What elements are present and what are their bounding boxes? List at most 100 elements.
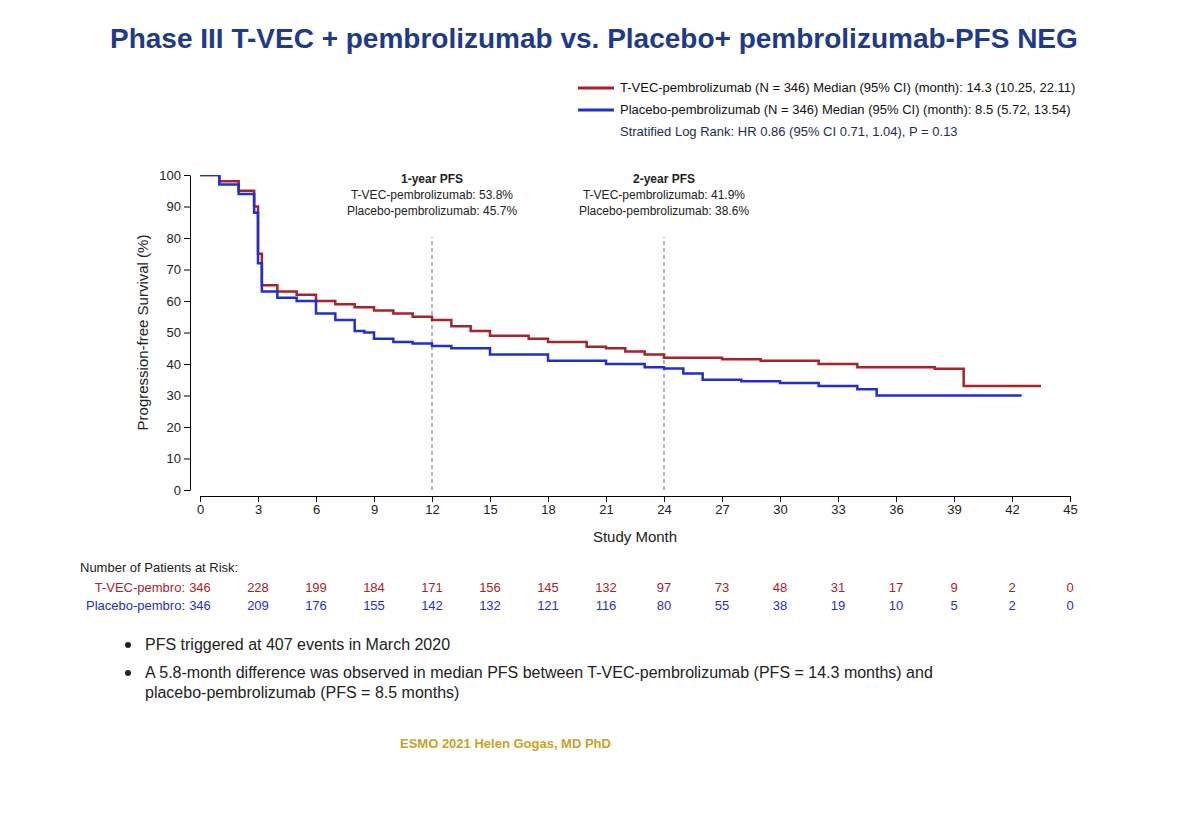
chart-title: Phase III T-VEC + pembrolizumab vs. Plac… [110,23,1078,54]
y-tick-label: 40 [167,357,181,372]
y-tick: 70 [167,262,190,277]
reference-lines: 1-year PFST-VEC-pembrolizumab: 53.8%Plac… [347,172,749,490]
x-tick-mark [1070,496,1071,502]
at-risk-value: 9 [950,580,957,595]
reference-label: Placebo-pembrolizumab: 38.6% [579,204,749,218]
at-risk-value: 155 [363,598,385,613]
at-risk-value: 176 [305,598,327,613]
at-risk-row-label: T-VEC-pembro: [95,580,185,595]
y-tick-label: 70 [167,262,181,277]
at-risk-value: 184 [363,580,385,595]
bullet [125,670,131,676]
y-tick: 90 [167,199,190,214]
footer: ESMO 2021 Helen Gogas, MD PhD [400,736,611,751]
x-tick-label: 3 [255,502,262,517]
x-tick-mark [490,496,491,502]
at-risk-value: 48 [773,580,787,595]
x-tick: 24 [657,496,671,517]
x-tick-label: 33 [831,502,845,517]
x-axis-line [201,496,1071,497]
at-risk-value: 346 [189,598,211,613]
y-tick-mark [184,333,190,334]
x-tick-mark [664,496,665,502]
km-curve [200,175,1041,386]
x-tick-mark [432,496,433,502]
x-tick-label: 39 [947,502,961,517]
at-risk-value: 156 [479,580,501,595]
x-tick: 0 [197,496,204,517]
x-axis-title: Study Month [593,528,677,545]
at-risk-value: 17 [889,580,903,595]
x-tick: 3 [255,496,262,517]
at-risk-value: 2 [1008,598,1015,613]
y-tick-mark [184,207,190,208]
x-tick-label: 45 [1063,502,1077,517]
x-tick: 30 [773,496,787,517]
x-tick: 45 [1063,496,1077,517]
x-tick-label: 21 [599,502,613,517]
at-risk-value: 145 [537,580,559,595]
y-tick: 30 [167,388,190,403]
chart-root: Phase III T-VEC + pembrolizumab vs. Plac… [0,0,1200,824]
y-tick-label: 20 [167,420,181,435]
y-tick-label: 10 [167,451,181,466]
legend-swatch [578,109,614,112]
at-risk-value: 132 [479,598,501,613]
y-tick: 40 [167,357,190,372]
background [0,0,1200,824]
x-tick-mark [548,496,549,502]
y-tick: 100 [159,168,190,183]
x-tick-mark [606,496,607,502]
x-tick-label: 30 [773,502,787,517]
x-tick-mark [722,496,723,502]
x-tick: 12 [425,496,439,517]
bullet [125,642,131,648]
at-risk-value: 80 [657,598,671,613]
at-risk-value: 209 [247,598,269,613]
at-risk-value: 199 [305,580,327,595]
curves [200,175,1041,396]
y-tick-label: 60 [167,294,181,309]
at-risk-value: 19 [831,598,845,613]
y-tick-mark [184,175,190,176]
legend-label: T-VEC-pembrolizumab (N = 346) Median (95… [620,80,1075,95]
y-tick-mark [184,459,190,460]
at-risk-value: 132 [595,580,617,595]
km-curve [200,175,1022,396]
at-risk-value: 31 [831,580,845,595]
at-risk-value: 346 [189,580,211,595]
x-tick: 42 [1005,496,1019,517]
x-tick: 6 [313,496,320,517]
y-tick: 60 [167,294,190,309]
at-risk-value: 171 [421,580,443,595]
x-tick: 36 [889,496,903,517]
x-tick: 18 [541,496,555,517]
y-tick-label: 80 [167,231,181,246]
at-risk-table: Number of Patients at Risk: T-VEC-pembro:… [80,560,1074,613]
reference-label: 1-year PFS [401,172,463,186]
x-tick-mark [200,496,201,502]
x-tick: 33 [831,496,845,517]
x-tick-mark [1012,496,1013,502]
y-tick-label: 90 [167,199,181,214]
x-tick-mark [838,496,839,502]
at-risk-value: 142 [421,598,443,613]
x-tick-label: 42 [1005,502,1019,517]
at-risk-title: Number of Patients at Risk: [80,560,238,575]
y-axis-line [190,176,191,491]
at-risk-value: 0 [1066,580,1073,595]
y-tick-mark [184,364,190,365]
at-risk-value: 38 [773,598,787,613]
at-risk-value: 121 [537,598,559,613]
note-text: A 5.8-month difference was observed in m… [145,664,933,701]
x-tick-mark [316,496,317,502]
x-tick-label: 24 [657,502,671,517]
notes: PFS triggered at 407 events in March 202… [125,636,933,701]
x-tick: 21 [599,496,613,517]
legend: T-VEC-pembrolizumab (N = 346) Median (95… [578,80,1075,139]
reference-label: T-VEC-pembrolizumab: 41.9% [583,188,745,202]
y-tick-mark [184,427,190,428]
at-risk-row-label: Placebo-pembro: [86,598,185,613]
y-axis-title: Progression-free Survival (%) [134,235,151,431]
x-tick-label: 9 [371,502,378,517]
